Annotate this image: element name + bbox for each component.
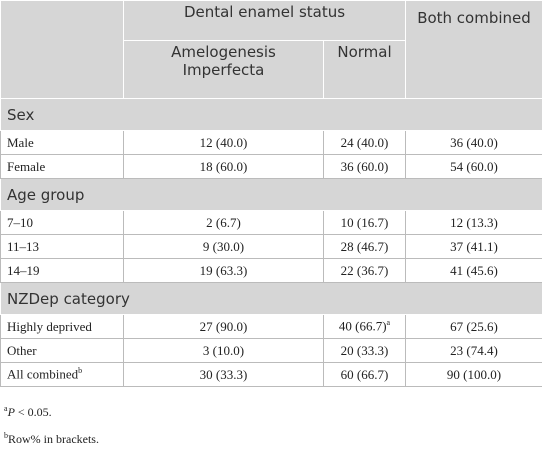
cell: 36 (60.0): [324, 155, 406, 179]
cell: 23 (74.4): [406, 339, 542, 363]
cell-value: 37 (41.1): [450, 239, 498, 254]
row-label-cell: 7–10: [1, 211, 124, 235]
cell-value: 12 (40.0): [200, 135, 248, 150]
row-label-cell: Female: [1, 155, 124, 179]
row-label-cell: Highly deprived: [1, 315, 124, 339]
cell: 12 (13.3): [406, 211, 542, 235]
row-label: Female: [7, 159, 45, 174]
cell: 19 (63.3): [124, 259, 324, 283]
cell-value: 18 (60.0): [200, 159, 248, 174]
corner-cell: [1, 1, 124, 99]
cell-value: 23 (74.4): [450, 343, 498, 358]
data-table: Dental enamel status Both combined Amelo…: [0, 0, 542, 387]
cell-value: 60 (66.7): [341, 367, 389, 382]
cell: 67 (25.6): [406, 315, 542, 339]
row-label: Other: [7, 343, 37, 358]
row-label-cell: Other: [1, 339, 124, 363]
footnote-italic: P: [8, 405, 15, 419]
cell-value: 90 (100.0): [447, 367, 501, 382]
cell: 27 (90.0): [124, 315, 324, 339]
cell-value: 10 (16.7): [341, 215, 389, 230]
cell-value: 36 (40.0): [450, 135, 498, 150]
cell: 9 (30.0): [124, 235, 324, 259]
data-row: All combinedb 30 (33.3) 60 (66.7) 90 (100.0…: [1, 363, 542, 387]
cell-value: 36 (60.0): [341, 159, 389, 174]
section-row: Sex: [1, 99, 542, 131]
data-row: Other 3 (10.0) 20 (33.3) 23 (74.4): [1, 339, 542, 363]
cell-value: 41 (45.6): [450, 263, 498, 278]
cell-value: 40 (66.7): [339, 319, 387, 334]
row-label: 7–10: [7, 215, 33, 230]
section-row: Age group: [1, 179, 542, 211]
cell-value: 30 (33.3): [200, 367, 248, 382]
cell-value: 12 (13.3): [450, 215, 498, 230]
cell-value: 24 (40.0): [341, 135, 389, 150]
cell-value: 3 (10.0): [203, 343, 244, 358]
footnote: aP < 0.05.: [4, 397, 538, 424]
cell: 24 (40.0): [324, 131, 406, 155]
row-label: 14–19: [7, 263, 40, 278]
cell: 60 (66.7): [324, 363, 406, 387]
row-label-cell: 11–13: [1, 235, 124, 259]
section-title: NZDep category: [1, 283, 542, 315]
cell: 30 (33.3): [124, 363, 324, 387]
cell: 54 (60.0): [406, 155, 542, 179]
footnote-text: < 0.05.: [15, 405, 52, 419]
section-title: Sex: [1, 99, 542, 131]
cell-value: 54 (60.0): [450, 159, 498, 174]
data-row: 7–10 2 (6.7) 10 (16.7) 12 (13.3): [1, 211, 542, 235]
cell: 12 (40.0): [124, 131, 324, 155]
cell: 37 (41.1): [406, 235, 542, 259]
column-header: Both combined: [406, 1, 542, 99]
footnote-marker: b: [78, 366, 82, 375]
cell: 20 (33.3): [324, 339, 406, 363]
cell: 40 (66.7)a: [324, 315, 406, 339]
cell: 36 (40.0): [406, 131, 542, 155]
table-body: Sex Male 12 (40.0) 24 (40.0) 36 (40.0) Female…: [1, 99, 542, 387]
footnotes: aP < 0.05.bRow% in brackets.: [0, 387, 542, 451]
column-header: Amelogenesis Imperfecta: [124, 41, 324, 99]
section-title: Age group: [1, 179, 542, 211]
row-label-cell: Male: [1, 131, 124, 155]
data-row: Highly deprived 27 (90.0) 40 (66.7)a 67 (25…: [1, 315, 542, 339]
cell: 18 (60.0): [124, 155, 324, 179]
row-label-cell: All combinedb: [1, 363, 124, 387]
footnote-text: Row% in brackets.: [8, 432, 99, 446]
cell-value: 9 (30.0): [203, 239, 244, 254]
footnote-marker: a: [387, 318, 391, 327]
cell-value: 2 (6.7): [206, 215, 241, 230]
row-label-cell: 14–19: [1, 259, 124, 283]
column-header: Normal: [324, 41, 406, 99]
cell-value: 67 (25.6): [450, 319, 498, 334]
row-label: 11–13: [7, 239, 39, 254]
cell: 28 (46.7): [324, 235, 406, 259]
cell: 22 (36.7): [324, 259, 406, 283]
row-label: Male: [7, 135, 34, 150]
data-row: Male 12 (40.0) 24 (40.0) 36 (40.0): [1, 131, 542, 155]
data-row: Female 18 (60.0) 36 (60.0) 54 (60.0): [1, 155, 542, 179]
row-label: Highly deprived: [7, 319, 92, 334]
data-row: 11–13 9 (30.0) 28 (46.7) 37 (41.1): [1, 235, 542, 259]
cell: 10 (16.7): [324, 211, 406, 235]
footnote: bRow% in brackets.: [4, 424, 538, 451]
cell: 3 (10.0): [124, 339, 324, 363]
section-row: NZDep category: [1, 283, 542, 315]
cell-value: 22 (36.7): [341, 263, 389, 278]
cell-value: 19 (63.3): [200, 263, 248, 278]
cell: 90 (100.0): [406, 363, 542, 387]
group-header: Dental enamel status: [124, 1, 406, 41]
cell: 2 (6.7): [124, 211, 324, 235]
data-row: 14–19 19 (63.3) 22 (36.7) 41 (45.6): [1, 259, 542, 283]
row-label: All combined: [7, 367, 78, 382]
cell-value: 27 (90.0): [200, 319, 248, 334]
cell-value: 20 (33.3): [341, 343, 389, 358]
page: {"table": { "header": {"group": "Dental …: [0, 0, 542, 437]
cell: 41 (45.6): [406, 259, 542, 283]
cell-value: 28 (46.7): [341, 239, 389, 254]
